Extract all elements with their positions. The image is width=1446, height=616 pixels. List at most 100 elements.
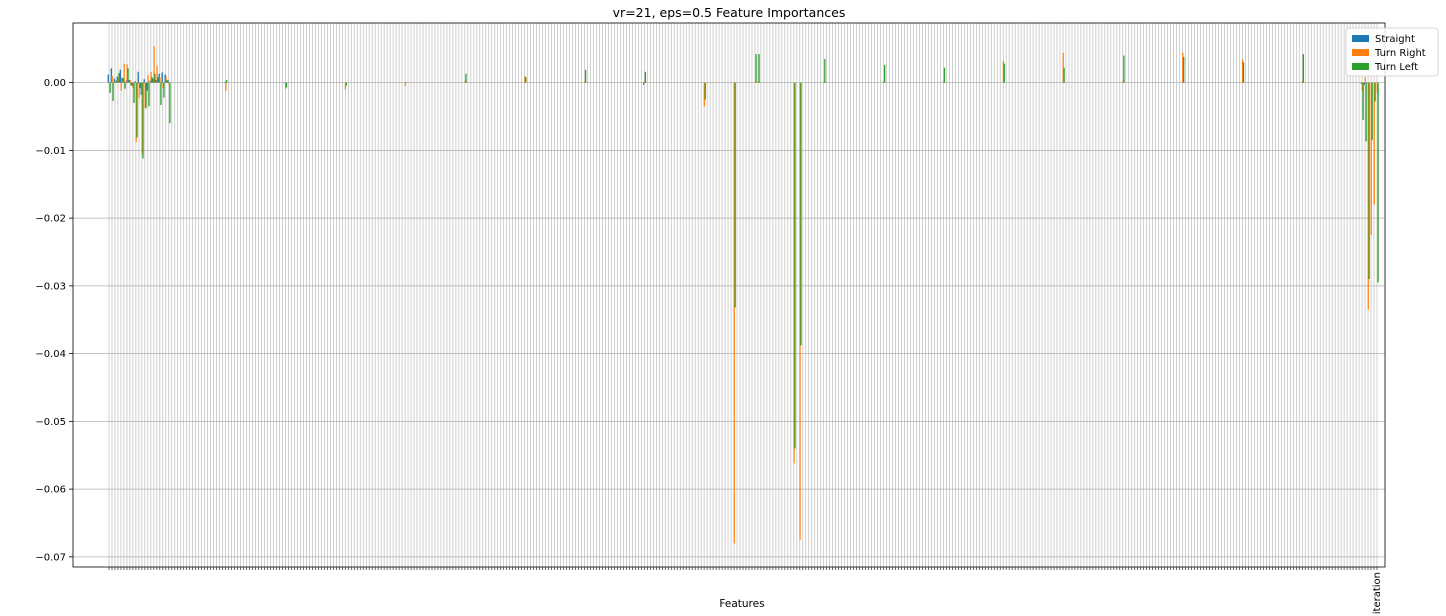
bar-turn-right [1376,82,1378,93]
legend-swatch [1352,35,1369,42]
bar-turn-right [1367,82,1369,310]
bar-turn-left [148,82,150,107]
bar-turn-left [1368,82,1370,280]
bar-turn-left [1302,54,1304,83]
bar-turn-right [126,64,128,83]
bar-straight [125,80,127,83]
bar-turn-right [1301,81,1304,83]
bar-straight [107,74,109,83]
bar-straight [122,77,124,83]
bar-turn-left [345,82,348,86]
bar-straight [128,79,130,83]
bar-turn-right [135,82,137,143]
y-tick-label: −0.03 [35,281,66,292]
y-tick-label: −0.05 [35,417,66,428]
y-tick-label: −0.01 [35,146,66,157]
bar-turn-left [800,82,802,346]
bar-turn-right [1002,60,1005,83]
bar-turn-right [165,76,167,83]
bar-turn-left [644,71,647,83]
legend-label: Turn Left [1374,62,1418,73]
bar-turn-right [883,81,885,83]
bar-turn-left [794,82,796,449]
bar-turn-right [150,71,152,83]
bar-turn-left [169,82,171,124]
bar-straight [146,82,148,91]
bar-turn-right [1373,82,1375,205]
bar-straight [161,72,163,83]
bar-turn-right [168,82,170,84]
bar-turn-left [1242,62,1245,83]
bar-turn-left [154,73,156,83]
bar-turn-left [145,82,147,109]
bar-turn-right [120,82,122,91]
bar-straight [131,82,133,87]
y-gridlines [73,82,1385,558]
bar-straight [149,80,151,83]
y-tick-label: −0.02 [35,214,66,225]
legend-swatch [1352,49,1369,56]
bar-turn-right [584,81,586,83]
bar-turn-right [754,81,756,83]
bar-straight [134,81,136,83]
bar-turn-right [1364,77,1366,83]
bar-turn-right [111,75,113,83]
bar-turn-left [758,54,760,83]
bar-turn-right [1361,82,1363,91]
y-tick-label: −0.04 [35,349,66,360]
bar-turn-right [799,82,801,540]
bar-turn-left [734,82,736,308]
bar-turn-left [142,82,144,159]
bar-turn-right [159,77,161,83]
bar-straight [152,78,154,83]
bar-straight [224,81,226,83]
bar-turn-left [160,82,162,105]
bar-turn-left [115,80,117,83]
bar-turn-right [141,82,143,154]
bar-straight [158,73,160,83]
bar-turn-right [1062,52,1064,83]
bar-turn-left [1377,82,1379,283]
bar-turn-left [124,82,126,89]
bar-turn-left [1365,82,1367,142]
bar-turn-right [284,82,287,89]
bar-turn-right [942,81,945,83]
bar-turn-left [133,82,135,103]
bar-turn-right [117,78,119,83]
plot-frame [72,22,1386,568]
bar-turn-right [114,81,116,83]
bar-straight [155,79,157,83]
y-tick-label: −0.07 [35,552,66,563]
bar-turn-right [123,63,125,83]
x-tick-label: iteration [1372,572,1383,614]
bar-turn-left [112,82,114,101]
bar-turn-right [1370,82,1372,236]
bar-turn-left [226,79,228,83]
bar-turn-right [1122,80,1124,83]
bar-turn-left [1123,55,1125,83]
bar-turn-right [162,82,164,89]
bar-turn-left [127,68,129,83]
bar-turn-right [344,82,347,90]
bar-turn-left [157,77,159,83]
x-axis-label: Features [719,598,764,610]
bar-turn-right [225,82,227,91]
bar-turn-left [1183,56,1185,83]
bar-turn-right [757,81,759,83]
bar-turn-right [132,82,134,89]
bar-turn-left [121,77,123,83]
bar-turn-left [285,82,288,88]
bar-straight [119,69,121,83]
bar-turn-right [733,82,735,544]
bar-series [107,46,1379,544]
bar-turn-right [524,75,526,83]
legend-label: Turn Right [1374,48,1426,59]
bar-turn-right [138,82,140,99]
y-tick-label: 0.00 [44,78,66,89]
bar-turn-right [156,65,158,83]
bar-turn-left [1362,82,1364,120]
bar-turn-left [584,69,587,83]
bar-turn-right [823,81,825,83]
bar-straight [164,74,166,83]
bar-turn-left [109,82,111,93]
